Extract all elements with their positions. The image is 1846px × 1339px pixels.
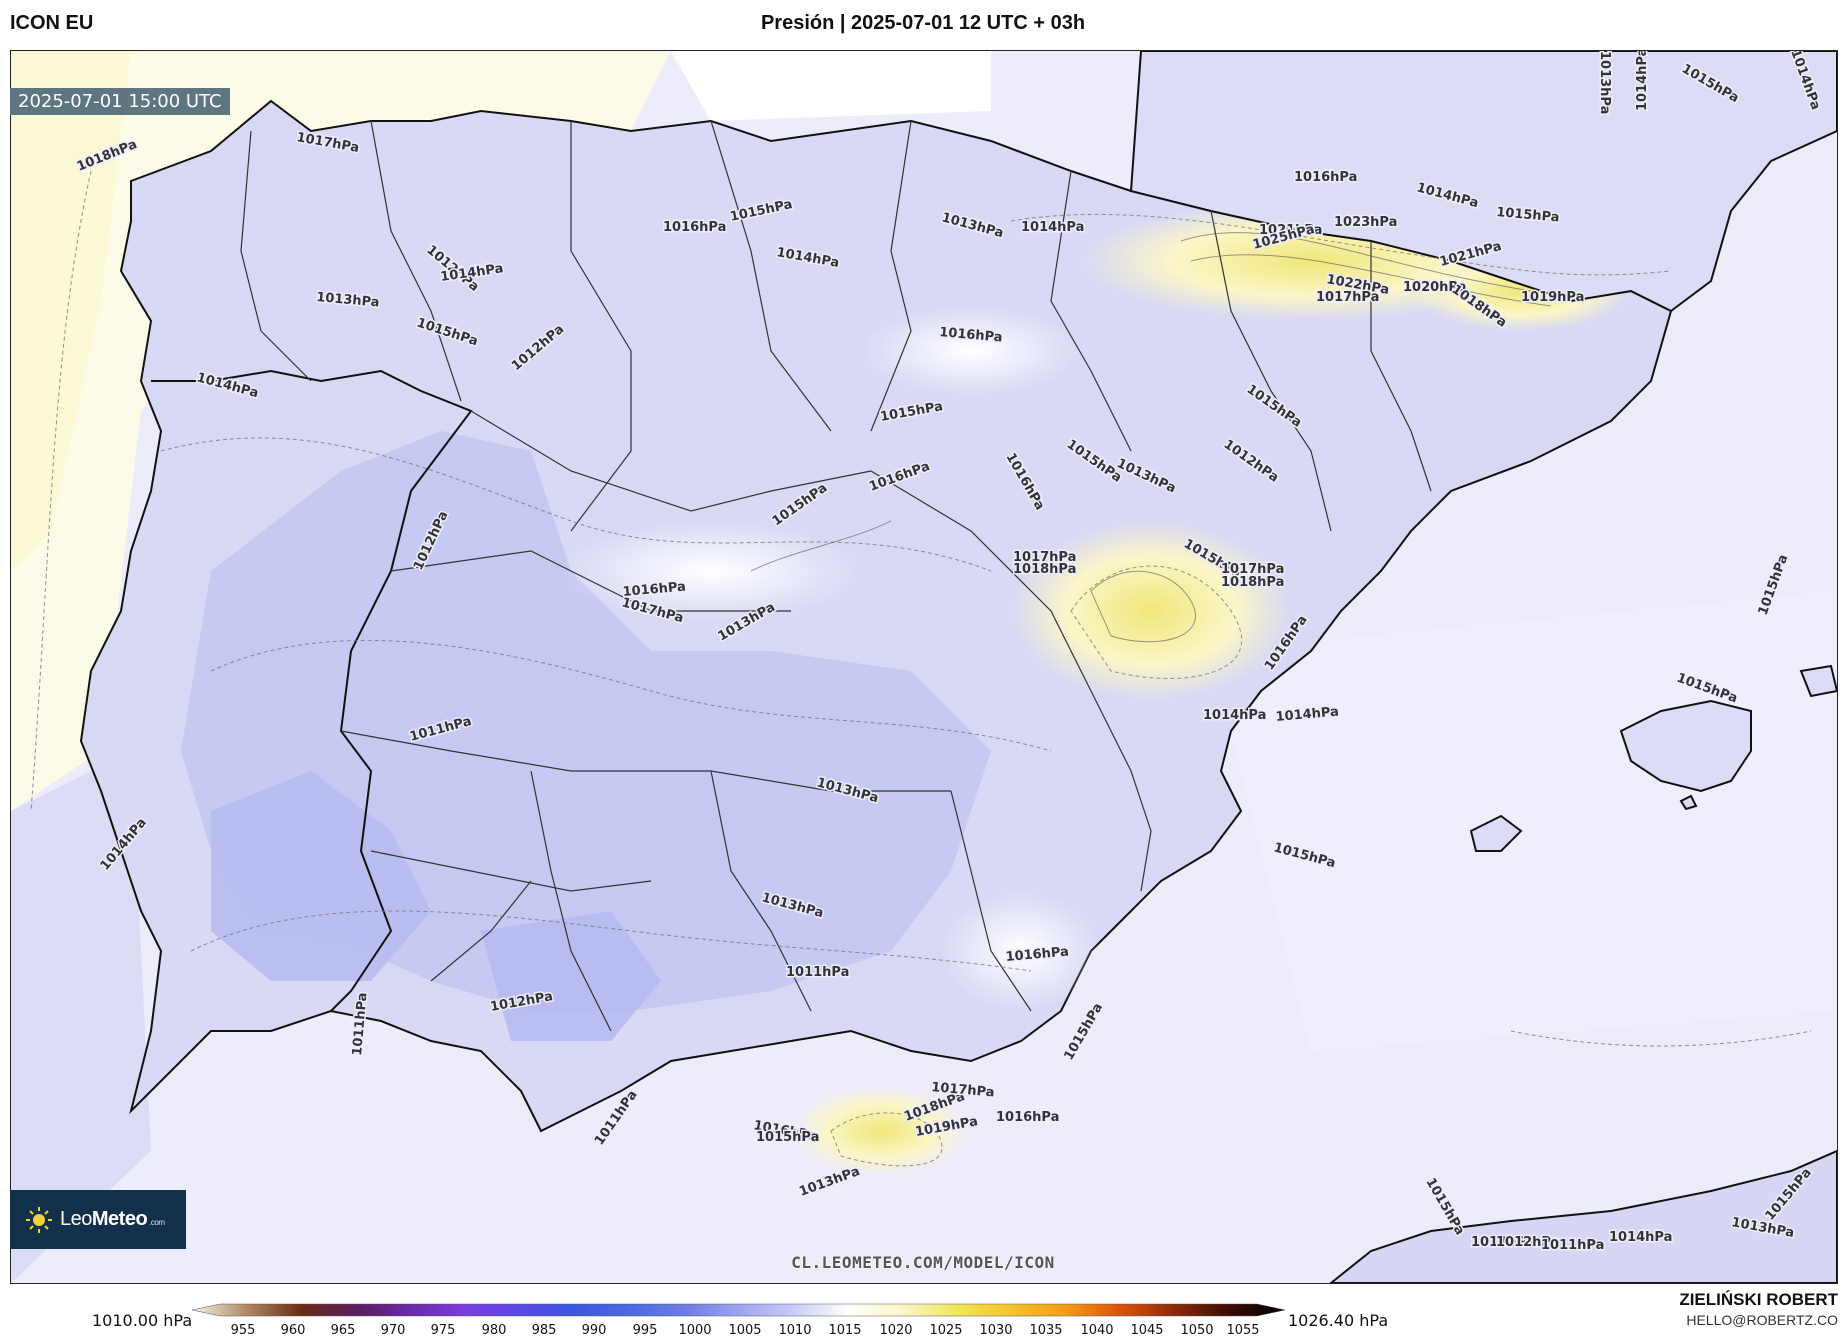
isobar-label: 1020hPa — [1403, 280, 1466, 295]
source-watermark: CL.LEOMETEO.COM/MODEL/ICON — [791, 1253, 1055, 1272]
cabrera — [1679, 794, 1698, 811]
colorbar-ticks: 955 960 965 970 975 980 985 990 995 1000… — [0, 1323, 1846, 1339]
isobar-label: 1017hPa — [1316, 290, 1379, 305]
isobar-label: 1016hPa — [663, 220, 726, 235]
isobar-label: 1013hPa — [1471, 1235, 1534, 1250]
colorbar-tick: 1005 — [728, 1323, 762, 1338]
isobar-label: 1016hPa — [1005, 945, 1069, 965]
mallorca — [1619, 699, 1752, 793]
isobar-label: 1014hPa — [1635, 51, 1650, 111]
logo-text: LeoMeteo .com — [60, 1208, 165, 1230]
author-name: ZIELIŃSKI ROBERT — [1679, 1290, 1838, 1309]
colorbar-tick: 995 — [632, 1323, 658, 1338]
isobar-label: 1016hPa — [939, 325, 1003, 345]
isobar-label: 1018hPa — [1221, 575, 1284, 590]
biscay-white-area — [671, 51, 991, 121]
southwest-low-area — [211, 771, 431, 981]
colorbar — [192, 1303, 1286, 1317]
isobar-label: 1016hPa — [996, 1110, 1059, 1125]
isobar-label: 1015hPa — [1496, 205, 1560, 225]
colorbar-tick: 1000 — [678, 1323, 712, 1338]
colorbar-tick: 970 — [380, 1323, 406, 1338]
isobar-label: 1023hPa — [1334, 215, 1397, 230]
isobar-label: 1021hPa — [1259, 223, 1322, 238]
colorbar-tick: 980 — [481, 1323, 507, 1338]
isobar-label: 1012hPa — [1496, 1235, 1559, 1250]
isobar-label: 1011hPa — [786, 965, 849, 980]
sierra-nevada-high-area — [791, 1086, 971, 1176]
colorbar-tick: 990 — [581, 1323, 607, 1338]
africa-land — [1329, 1149, 1837, 1283]
menorca — [1799, 664, 1837, 698]
portugal-border — [151, 369, 473, 1012]
ibiza — [1469, 814, 1523, 852]
colorbar-tick: 1020 — [879, 1323, 913, 1338]
colorbar-tick: 1025 — [929, 1323, 963, 1338]
colorbar-tick: 985 — [531, 1323, 557, 1338]
france-land — [1129, 51, 1837, 313]
map-canvas: 1018hPa 1017hPa 1012hPa 1014hPa 1013hPa … — [11, 51, 1837, 1283]
isobar-label: 1013hPa — [1597, 51, 1612, 114]
betic-white-area — [941, 891, 1101, 1011]
isobar-label: 1014hPa — [1609, 1230, 1672, 1245]
isobar-label: 1016hPa — [1294, 170, 1357, 185]
isobar-label: 1017hPa — [1221, 562, 1284, 577]
andalusia-low-area — [481, 911, 661, 1041]
sun-icon — [26, 1206, 52, 1233]
colorbar-min-label: 1010.00 hPa — [92, 1311, 193, 1330]
isobar-label: 1018hPa — [1013, 562, 1076, 577]
colorbar-tick: 1040 — [1080, 1323, 1114, 1338]
colorbar-tick: 1045 — [1130, 1323, 1164, 1338]
colorbar-tick: 1030 — [979, 1323, 1013, 1338]
colorbar-tick: 1055 — [1226, 1323, 1260, 1338]
chart-title: Presión | 2025-07-01 12 UTC + 03h — [760, 12, 1086, 34]
model-name: ICON EU — [10, 12, 94, 34]
colorbar-tick: 960 — [280, 1323, 306, 1338]
isobar-label: 1014hPa — [1275, 705, 1339, 725]
isobar-label: 1015hPa — [756, 1130, 819, 1145]
isobar-label: 1017hPa — [1013, 550, 1076, 565]
pressure-map[interactable]: 1018hPa 1017hPa 1012hPa 1014hPa 1013hPa … — [10, 50, 1838, 1284]
region-borders — [240, 120, 1432, 1032]
colorbar-tick: 1010 — [778, 1323, 812, 1338]
colorbar-tick: 1035 — [1029, 1323, 1063, 1338]
author-email[interactable]: HELLO@ROBERTZ.CO — [1686, 1312, 1838, 1328]
colorbar-tick: 1050 — [1180, 1323, 1214, 1338]
isobar-contours — [30, 170, 1812, 1167]
isobar-label: 1017hPa — [931, 1080, 995, 1100]
valid-time-badge: 2025-07-01 15:00 UTC — [10, 88, 230, 115]
colorbar-tick: 975 — [430, 1323, 456, 1338]
isobar-label: 1011hPa — [350, 992, 370, 1056]
isobar-label: 1014hPa — [1203, 708, 1266, 723]
isobar-label: 1013hPa — [316, 290, 380, 310]
isobar-contours-solid — [750, 232, 1552, 643]
iberian-system-high-area — [1011, 521, 1291, 701]
colorbar-tick: 955 — [230, 1323, 256, 1338]
author-credit: ZIELIŃSKI ROBERT HELLO@ROBERTZ.CO — [1679, 1290, 1838, 1328]
isobar-label: 1016hPa — [622, 580, 686, 600]
central-system-white-area — [561, 521, 861, 621]
colorbar-tick: 1015 — [828, 1323, 862, 1338]
isobar-label: 1014hPa — [1021, 220, 1084, 235]
colorbar-max-label: 1026.40 hPa — [1288, 1311, 1389, 1330]
isobar-label: 1019hPa — [1521, 290, 1584, 305]
atlantic-low-area — [11, 751, 151, 1283]
leometeo-logo[interactable]: LeoMeteo .com — [10, 1190, 186, 1249]
isobar-label: 1011hPa — [1541, 1238, 1604, 1253]
atlantic-yellow-area — [11, 51, 131, 571]
colorbar-tick: 965 — [330, 1323, 356, 1338]
iberian-north-white-area — [861, 306, 1081, 396]
balearic-sea-area — [1211, 591, 1837, 1051]
